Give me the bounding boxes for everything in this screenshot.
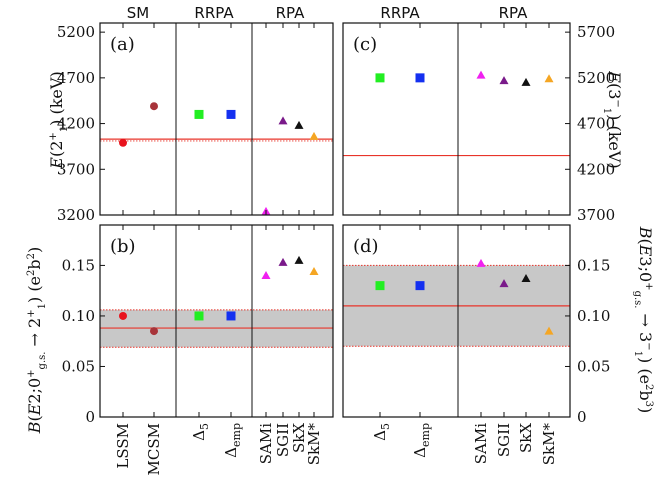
- data-point-Δ5: [375, 73, 385, 83]
- x-tick-label: SAMi: [472, 423, 490, 464]
- y-tick-label: 4200: [577, 160, 615, 178]
- y-tick-label: 0.05: [62, 357, 95, 375]
- y-tick-label: 3700: [57, 160, 95, 178]
- y-tick-label: 4700: [57, 69, 95, 87]
- x-tick-label: Δemp: [411, 423, 432, 458]
- data-point-SkX: [294, 255, 304, 264]
- data-point-SkM*: [544, 74, 554, 83]
- data-point-SkX: [294, 120, 304, 129]
- x-tick-label: Δ5: [190, 423, 211, 441]
- y-axis-title-d: B(E3;0+g.s. → 3−1) (e2b3): [632, 226, 655, 414]
- panel-frame: [342, 224, 571, 418]
- x-tick-label: Δ5: [371, 423, 392, 441]
- x-tick-label: LSSM: [114, 423, 132, 469]
- data-point-SAMi: [476, 70, 486, 79]
- data-point-SGII: [278, 116, 288, 125]
- data-point-SAMi: [476, 258, 486, 267]
- panel-label: (a): [110, 34, 135, 55]
- x-tick-label: MCSM: [145, 423, 163, 475]
- y-tick-label: 3700: [577, 206, 615, 224]
- group-header-rpa: RPA: [499, 4, 529, 22]
- x-tick-label: SGII: [274, 423, 292, 457]
- y-tick-label: 0: [85, 408, 95, 426]
- group-header-sm: SM: [127, 4, 149, 22]
- panel-label: (d): [353, 236, 379, 257]
- data-point-Δ5: [194, 109, 204, 119]
- data-point-SAMi: [261, 271, 271, 280]
- data-point-SkX: [521, 77, 531, 86]
- x-tick-label: SkX: [517, 423, 535, 453]
- x-tick-label: SGII: [495, 423, 513, 457]
- data-point-SkM*: [309, 266, 319, 275]
- data-point-Δemp: [415, 281, 425, 291]
- y-tick-label: 5200: [57, 23, 95, 41]
- x-tick-label: SkX: [290, 423, 308, 453]
- x-tick-label: Δemp: [222, 423, 243, 458]
- data-point-SGII: [499, 76, 509, 85]
- y-tick-label: 0.10: [62, 307, 95, 325]
- y-tick-label: 0.10: [577, 307, 610, 325]
- data-point-SkX: [521, 274, 531, 283]
- x-tick-label: SkM*: [540, 423, 558, 466]
- data-point-MCSM: [150, 327, 158, 336]
- y-axis-title-a: E(2+1) (keV): [47, 71, 70, 169]
- data-point-LSSM: [119, 138, 127, 147]
- group-header-rrpa: RRPA: [194, 4, 234, 22]
- data-point-Δ5: [194, 311, 204, 321]
- data-point-Δ5: [375, 281, 385, 291]
- panel-frame: [342, 22, 571, 216]
- data-point-SkM*: [309, 131, 319, 140]
- panel-label: (b): [110, 236, 136, 257]
- y-tick-label: 0.15: [62, 256, 95, 274]
- y-axis-title-b: B(E2;0+g.s. → 2+1) (e2b2): [25, 247, 48, 435]
- y-tick-label: 3200: [57, 206, 95, 224]
- y-tick-label: 5200: [577, 69, 615, 87]
- data-point-Δemp: [226, 109, 236, 119]
- data-point-SGII: [278, 257, 288, 266]
- data-point-SkM*: [544, 326, 554, 335]
- y-tick-label: 0.05: [577, 357, 610, 375]
- y-tick-label: 4700: [577, 115, 615, 133]
- x-tick-label: SAMi: [257, 423, 275, 464]
- x-tick-label: SkM*: [305, 423, 323, 466]
- y-tick-label: 4200: [57, 115, 95, 133]
- panel-label: (c): [353, 34, 377, 55]
- y-tick-label: 5700: [577, 23, 615, 41]
- y-tick-label: 0.15: [577, 256, 610, 274]
- panel-frame: [99, 22, 334, 216]
- data-point-SGII: [499, 279, 509, 288]
- data-point-LSSM: [119, 311, 127, 320]
- data-point-Δemp: [415, 73, 425, 83]
- data-point-MCSM: [150, 102, 158, 111]
- y-axis-title-c: E(3−1) (keV): [601, 70, 624, 168]
- y-tick-label: 0: [577, 408, 587, 426]
- data-point-Δemp: [226, 311, 236, 321]
- group-header-rrpa: RRPA: [380, 4, 420, 22]
- panel-frame: [99, 224, 334, 418]
- group-header-rpa: RPA: [276, 4, 306, 22]
